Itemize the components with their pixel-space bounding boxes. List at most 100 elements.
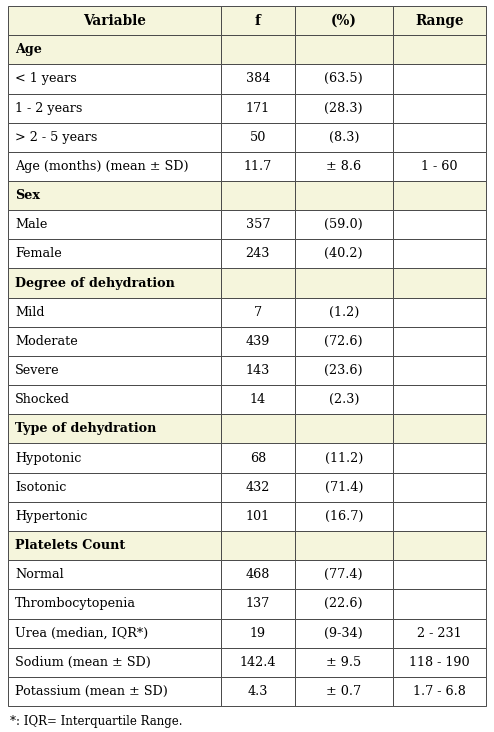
Bar — [221, 210, 295, 239]
Text: Sex: Sex — [15, 189, 40, 202]
Bar — [393, 6, 486, 35]
Text: Moderate: Moderate — [15, 335, 78, 348]
Bar — [295, 502, 393, 531]
Bar — [221, 502, 295, 531]
Text: 7: 7 — [254, 306, 262, 318]
Bar — [8, 648, 221, 677]
Text: (59.0): (59.0) — [325, 218, 363, 231]
Text: Sodium (mean ± SD): Sodium (mean ± SD) — [15, 656, 151, 669]
Bar — [8, 94, 221, 123]
Text: 1 - 2 years: 1 - 2 years — [15, 102, 82, 115]
Bar — [393, 64, 486, 94]
Text: (28.3): (28.3) — [325, 102, 363, 115]
Bar — [393, 444, 486, 473]
Bar — [8, 210, 221, 239]
Bar — [393, 356, 486, 385]
Text: 357: 357 — [246, 218, 270, 231]
Bar — [295, 444, 393, 473]
Bar — [221, 239, 295, 269]
Bar — [8, 531, 221, 560]
Text: Hypotonic: Hypotonic — [15, 452, 82, 465]
Bar — [221, 560, 295, 589]
Text: ± 0.7: ± 0.7 — [326, 685, 361, 698]
Text: Variable: Variable — [83, 14, 146, 28]
Bar — [221, 356, 295, 385]
Text: Mild: Mild — [15, 306, 44, 318]
Bar — [393, 414, 486, 444]
Text: 50: 50 — [249, 131, 266, 143]
Bar — [295, 619, 393, 648]
Bar — [393, 298, 486, 326]
Bar — [221, 648, 295, 677]
Bar — [393, 152, 486, 181]
Bar — [393, 502, 486, 531]
Bar — [8, 677, 221, 706]
Bar — [295, 648, 393, 677]
Bar — [393, 210, 486, 239]
Bar — [295, 589, 393, 619]
Bar — [8, 326, 221, 356]
Bar — [8, 619, 221, 648]
Bar — [295, 385, 393, 414]
Bar — [393, 531, 486, 560]
Text: 142.4: 142.4 — [240, 656, 276, 669]
Text: Potassium (mean ± SD): Potassium (mean ± SD) — [15, 685, 168, 698]
Bar — [8, 181, 221, 210]
Bar — [8, 414, 221, 444]
Bar — [221, 414, 295, 444]
Bar — [221, 152, 295, 181]
Bar — [393, 560, 486, 589]
Text: (77.4): (77.4) — [325, 568, 363, 581]
Text: Isotonic: Isotonic — [15, 481, 66, 494]
Bar — [393, 35, 486, 64]
Bar — [8, 269, 221, 298]
Bar — [8, 35, 221, 64]
Bar — [295, 239, 393, 269]
Bar — [393, 473, 486, 502]
Text: f: f — [255, 14, 261, 28]
Text: Severe: Severe — [15, 364, 60, 377]
Bar — [295, 64, 393, 94]
Bar — [295, 123, 393, 152]
Bar — [221, 94, 295, 123]
Text: Normal: Normal — [15, 568, 64, 581]
Text: 4.3: 4.3 — [247, 685, 268, 698]
Bar — [221, 619, 295, 648]
Bar — [295, 677, 393, 706]
Bar — [295, 94, 393, 123]
Text: 171: 171 — [246, 102, 270, 115]
Bar — [393, 181, 486, 210]
Bar — [393, 619, 486, 648]
Bar — [295, 35, 393, 64]
Bar — [295, 210, 393, 239]
Bar — [221, 123, 295, 152]
Text: 384: 384 — [246, 72, 270, 86]
Bar — [221, 298, 295, 326]
Text: 118 - 190: 118 - 190 — [409, 656, 470, 669]
Bar — [8, 64, 221, 94]
Bar — [295, 414, 393, 444]
Text: *: IQR= Interquartile Range.: *: IQR= Interquartile Range. — [10, 714, 182, 728]
Text: 11.7: 11.7 — [244, 160, 272, 173]
Text: Urea (median, IQR*): Urea (median, IQR*) — [15, 627, 148, 640]
Bar — [221, 444, 295, 473]
Text: 143: 143 — [246, 364, 270, 377]
Text: 2 - 231: 2 - 231 — [417, 627, 462, 640]
Text: (11.2): (11.2) — [325, 452, 363, 465]
Text: 439: 439 — [246, 335, 270, 348]
Bar — [393, 385, 486, 414]
Bar — [393, 123, 486, 152]
Text: Range: Range — [415, 14, 464, 28]
Bar — [221, 269, 295, 298]
Bar — [393, 677, 486, 706]
Bar — [295, 269, 393, 298]
Bar — [393, 326, 486, 356]
Text: (1.2): (1.2) — [329, 306, 359, 318]
Text: 19: 19 — [249, 627, 266, 640]
Bar — [8, 502, 221, 531]
Text: (71.4): (71.4) — [325, 481, 363, 494]
Bar — [295, 6, 393, 35]
Text: (23.6): (23.6) — [325, 364, 363, 377]
Text: 101: 101 — [246, 510, 270, 523]
Text: (2.3): (2.3) — [329, 393, 359, 406]
